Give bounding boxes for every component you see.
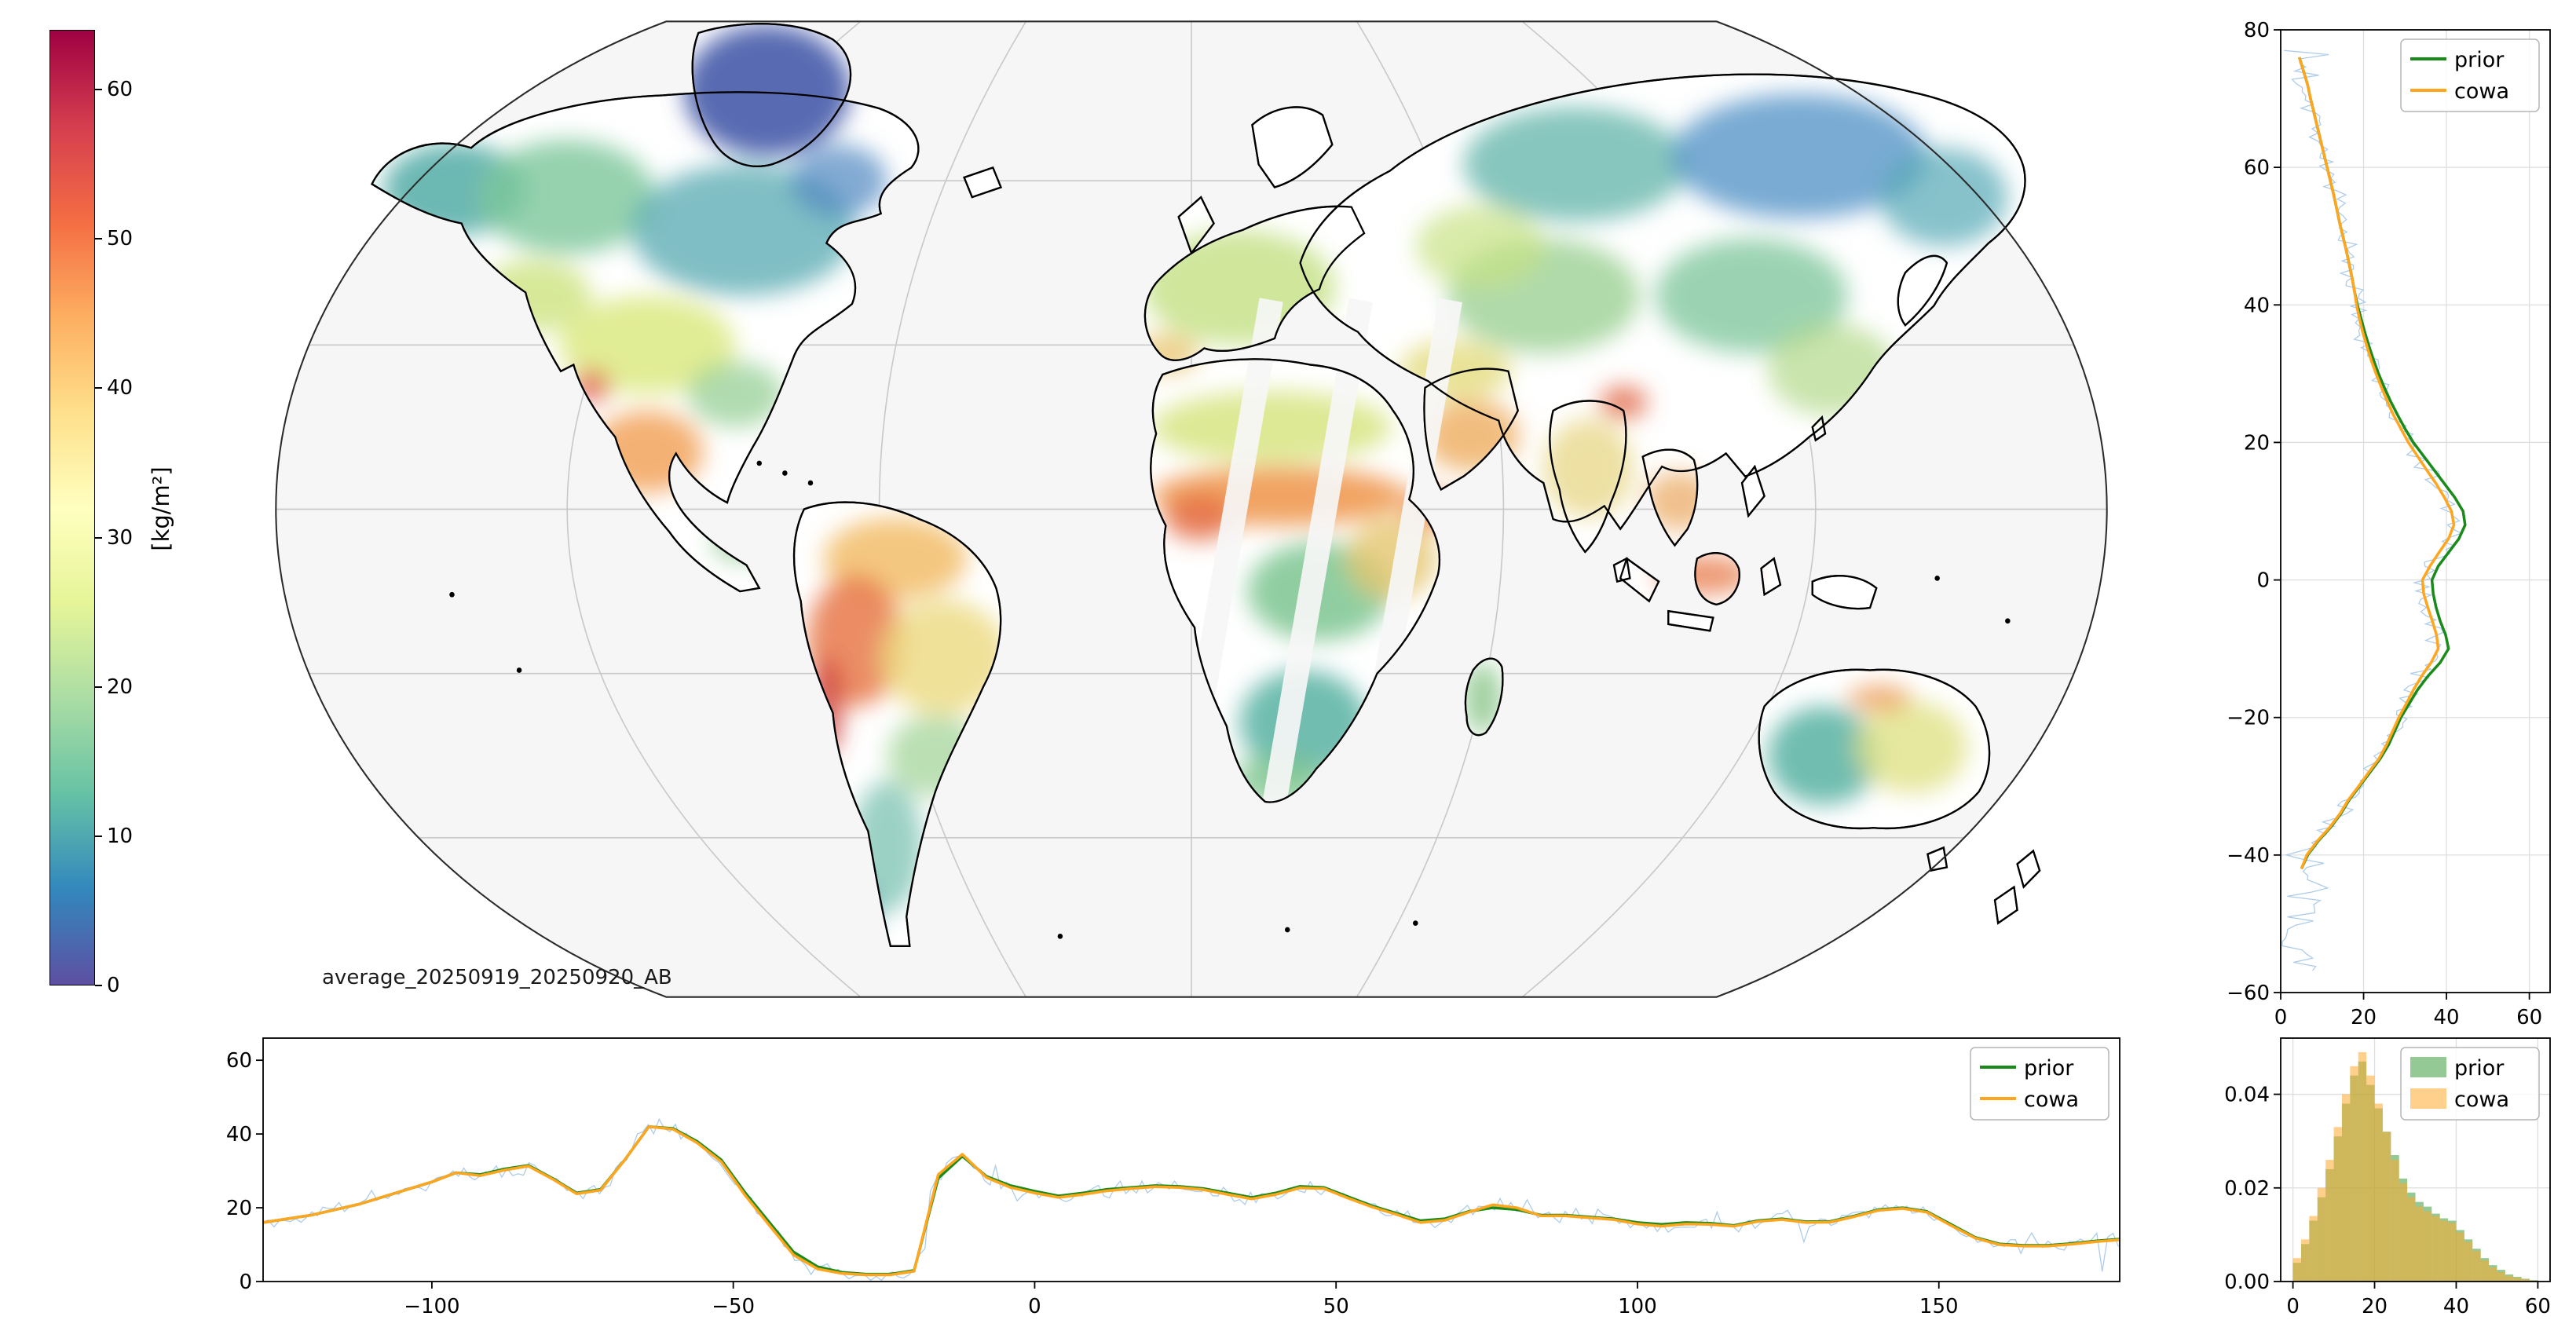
svg-text:−100: −100 [404, 1295, 459, 1318]
colorbar-tick-label: 40 [107, 376, 134, 400]
histogram-chart: 0 20 40 60 0.00 0.02 0.04 prior cowa [2221, 1024, 2567, 1318]
svg-text:0: 0 [2286, 1295, 2300, 1318]
colorbar: 0 10 20 30 40 50 60 [kg/m²] [31, 16, 243, 1029]
x-axis-ticks: 0 20 40 60 [2274, 993, 2542, 1029]
colorbar-tick-mark [95, 536, 102, 539]
world-map [275, 20, 2108, 998]
svg-text:40: 40 [2434, 1006, 2460, 1029]
x-axis-ticks: −100 −50 0 50 100 150 [404, 1282, 1959, 1318]
legend-label-cowa: cowa [2454, 79, 2509, 104]
svg-text:60: 60 [226, 1049, 252, 1073]
svg-text:0.02: 0.02 [2224, 1177, 2270, 1201]
svg-text:0: 0 [2274, 1006, 2288, 1029]
svg-text:0.00: 0.00 [2224, 1271, 2270, 1294]
legend-label-cowa: cowa [2454, 1088, 2509, 1112]
svg-text:−20: −20 [2227, 707, 2270, 730]
colorbar-tick-mark [95, 686, 102, 688]
map-caption: average_20250919_20250920_AB [322, 966, 672, 989]
histogram-bars [2292, 1051, 2538, 1282]
colorbar-gradient-bar [49, 30, 95, 985]
svg-text:−40: −40 [2227, 844, 2270, 868]
legend-label-prior: prior [2454, 1056, 2505, 1081]
svg-text:20: 20 [2351, 1006, 2377, 1029]
colorbar-tick-label: 0 [107, 974, 120, 997]
svg-text:−50: −50 [712, 1295, 755, 1318]
colorbar-tick-mark [95, 985, 102, 986]
colorbar-unit-label: [kg/m²] [148, 466, 174, 551]
island-dots [449, 460, 2011, 939]
svg-text:20: 20 [2362, 1295, 2388, 1318]
legend-label-cowa: cowa [2024, 1088, 2079, 1112]
axes-frame [262, 1037, 2120, 1282]
svg-text:0: 0 [239, 1271, 252, 1294]
map-boundary [275, 20, 2108, 998]
y-axis-ticks: −60 −40 −20 0 20 40 60 80 [2227, 19, 2281, 1005]
cowa-line [263, 1124, 2120, 1277]
svg-text:0: 0 [1028, 1295, 1041, 1318]
svg-text:40: 40 [2244, 294, 2270, 317]
svg-text:40: 40 [2443, 1295, 2469, 1318]
axes-frame [2280, 29, 2551, 993]
longitude-profile-chart: −100 −50 0 50 100 150 0 20 40 60 prior cowa [208, 1024, 2134, 1318]
axes-frame [2280, 1037, 2551, 1282]
svg-text:−60: −60 [2227, 982, 2270, 1005]
legend-label-prior: prior [2454, 48, 2505, 72]
colorbar-tick-label: 20 [107, 675, 134, 699]
svg-text:20: 20 [2244, 431, 2270, 455]
svg-text:150: 150 [1919, 1295, 1959, 1318]
svg-text:60: 60 [2244, 156, 2270, 180]
colorbar-tick-mark [95, 238, 102, 240]
colorbar-tick-mark [95, 89, 102, 91]
y-axis-ticks: 0.00 0.02 0.04 [2224, 1084, 2281, 1294]
svg-text:60: 60 [2516, 1006, 2542, 1029]
svg-text:50: 50 [1323, 1295, 1349, 1318]
svg-text:0: 0 [2256, 569, 2270, 593]
legend-patch-prior [2410, 1057, 2446, 1077]
colorbar-tick-label: 60 [107, 78, 134, 102]
colorbar-tick-label: 50 [107, 227, 134, 251]
colorbar-tick-mark [95, 387, 102, 389]
svg-text:80: 80 [2244, 19, 2270, 42]
svg-text:100: 100 [1618, 1295, 1657, 1318]
colorbar-tick-label: 10 [107, 824, 134, 848]
legend-patch-cowa [2410, 1088, 2446, 1109]
world-map-panel: average_20250919_20250920_AB [263, 16, 2120, 1002]
x-axis-ticks: 0 20 40 60 [2286, 1282, 2551, 1318]
svg-text:60: 60 [2525, 1295, 2551, 1318]
colorbar-tick-label: 30 [107, 525, 134, 550]
legend-label-prior: prior [2024, 1056, 2074, 1081]
svg-text:20: 20 [226, 1197, 252, 1220]
y-axis-ticks: 0 20 40 60 [226, 1049, 263, 1294]
colorbar-tick-mark [95, 835, 102, 837]
svg-text:0.04: 0.04 [2224, 1084, 2270, 1107]
cowa-line [2298, 57, 2456, 870]
svg-text:40: 40 [226, 1123, 252, 1146]
latitude-profile-chart: 0 20 40 60 −60 −40 −20 0 20 40 60 80 prior cowa [2221, 16, 2567, 1030]
